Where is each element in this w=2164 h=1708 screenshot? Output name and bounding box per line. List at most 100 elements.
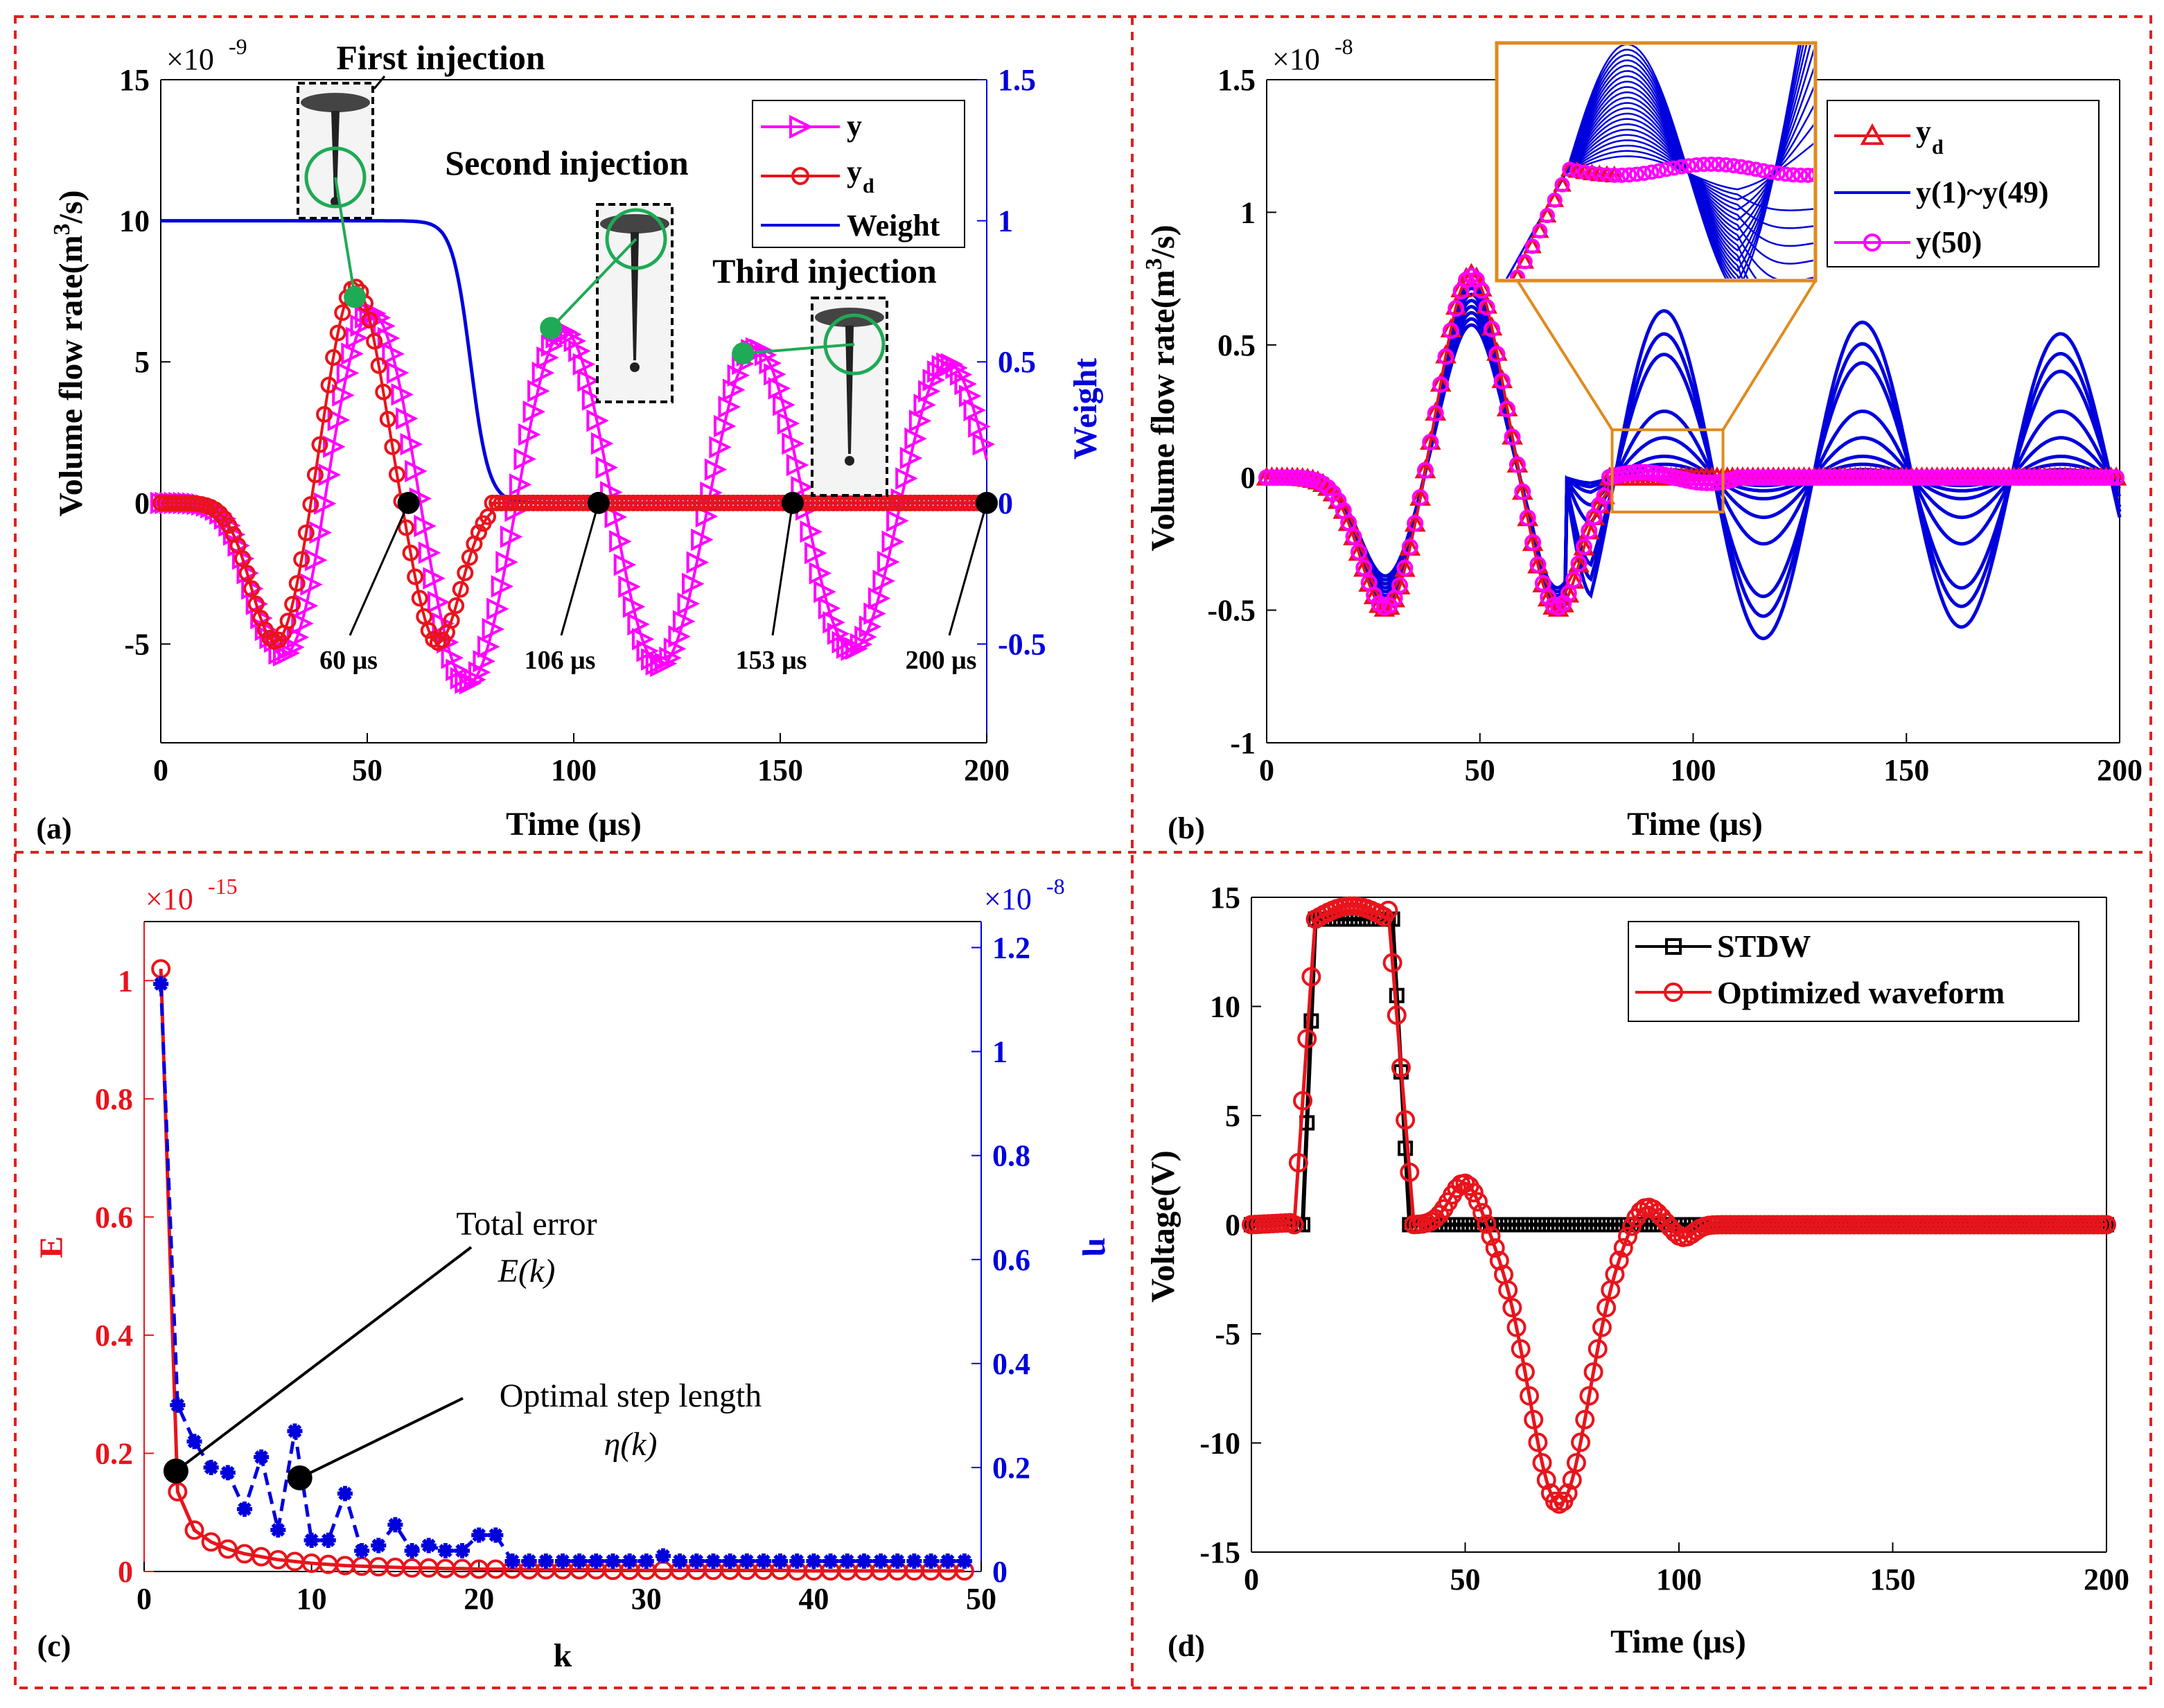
panel-a-y-marker xyxy=(850,633,873,656)
panel-b-y50-marker xyxy=(2036,469,2053,486)
panel-b-inset-yd-marker xyxy=(1511,267,1524,279)
panel-a-third-label: Third injection xyxy=(712,252,937,290)
panel-b-inset-y50-marker xyxy=(1689,157,1704,173)
panel-b-y50-marker xyxy=(1888,469,1905,486)
panel-a-ytick-label: -5 xyxy=(124,627,150,661)
panel-b-inset-y50-marker xyxy=(1725,158,1741,174)
panel-d-opt-marker xyxy=(1472,1203,1493,1223)
panel-b-y50-marker xyxy=(1504,428,1521,446)
panel-b-inset-y50-marker xyxy=(1673,159,1689,175)
panel-d-opt-marker xyxy=(1575,1409,1595,1429)
panel-b-y50-marker xyxy=(1883,469,1900,486)
panel-b-y50-marker xyxy=(1698,474,1716,491)
panel-c-eta-marker xyxy=(471,1527,487,1543)
panel-d-opt-marker xyxy=(1387,1005,1407,1025)
panel-a-y-marker xyxy=(604,505,628,529)
panel-b-y50-marker xyxy=(1540,588,1557,606)
panel-b-y50-marker xyxy=(1366,586,1383,604)
panel-b-ytick-label: -1 xyxy=(1230,726,1256,760)
panel-a-y-marker xyxy=(491,575,514,598)
panel-d-xtick-label: 100 xyxy=(1656,1562,1702,1596)
panel-b-y50-marker xyxy=(1898,469,1915,486)
panel-b-y50-marker xyxy=(1975,469,1992,486)
panel-a-yd-marker xyxy=(325,349,342,366)
panel-a-y-marker xyxy=(859,615,882,638)
panel-a-y-marker xyxy=(886,509,909,532)
panel-b-legend-iter-label: y(1)~y(49) xyxy=(1916,175,2049,209)
panel-c-ytick-label: 1.2 xyxy=(992,931,1030,965)
panel-b-inset-y50-marker xyxy=(1703,157,1719,173)
panel-b-y50-marker xyxy=(1928,469,1946,486)
panel-b-y50-marker xyxy=(1407,515,1424,532)
panel-b-inset-y50-marker xyxy=(1808,167,1813,183)
panel-c-total-error-label: Total error xyxy=(456,1206,597,1242)
panel-a-y-marker xyxy=(868,587,891,610)
panel-b-xtick-label: 50 xyxy=(1465,753,1495,787)
panel-c-eta-marker xyxy=(689,1553,705,1569)
panel-b-y50-marker xyxy=(2097,469,2115,486)
panel-b-y50-marker xyxy=(1565,571,1583,588)
panel-d-opt-marker xyxy=(1579,1386,1599,1406)
panel-b-y50-marker xyxy=(1473,282,1490,299)
panel-a-time-leader xyxy=(771,502,794,636)
panel-c-eta-marker xyxy=(304,1532,319,1548)
panel-a-y-marker xyxy=(509,473,532,496)
panel-a-y-marker xyxy=(595,456,618,479)
panel-b-y50-marker xyxy=(1422,434,1439,451)
panel-a-inset-first-jet xyxy=(331,111,340,197)
panel-b-y50-marker xyxy=(1831,469,1849,486)
panel-c-xtick-label: 10 xyxy=(297,1582,327,1616)
panel-b-y50-marker xyxy=(2010,469,2027,486)
panel-b-inset-y50-marker xyxy=(1517,254,1533,270)
panel-a-yd-marker xyxy=(398,519,415,536)
panel-d-ytick-label: -5 xyxy=(1215,1317,1240,1351)
panel-a-y-marker xyxy=(500,525,523,548)
panel-b-y50-marker xyxy=(2021,469,2038,486)
panel-d-opt-marker xyxy=(1400,1162,1420,1182)
panel-a-xtick-label: 50 xyxy=(352,753,382,787)
panel-a-yd-marker xyxy=(443,612,460,629)
panel-c-eta-marker xyxy=(354,1542,370,1558)
panel-b-y50-marker xyxy=(2005,469,2023,486)
panel-b-y50-marker xyxy=(1816,469,1833,486)
panel-d-opt-marker xyxy=(1511,1339,1531,1359)
panel-b-y50-marker xyxy=(2077,469,2094,486)
panel-c-eta-marker xyxy=(488,1527,504,1543)
panel-a-time-dot xyxy=(587,491,610,514)
panel-a-inset-first xyxy=(297,82,374,220)
panel-b-y50-marker xyxy=(2087,469,2104,486)
panel-c-eta-marker xyxy=(605,1553,621,1569)
panel-b-inset-y50-marker xyxy=(1793,167,1809,183)
panel-a-time-label: 200 μs xyxy=(906,646,977,675)
panel-a-ytick-label: 0.5 xyxy=(998,345,1036,379)
panel-a-yd-marker xyxy=(384,438,401,455)
panel-a-y-marker xyxy=(427,590,450,614)
panel-b-y50-marker xyxy=(1355,559,1373,576)
panel-a-ytick-label: 0 xyxy=(134,486,150,520)
panel-a-yd-marker xyxy=(284,596,301,613)
panel-b-y50-marker xyxy=(1268,469,1285,486)
panel-c-xtick-label: 0 xyxy=(137,1582,152,1616)
panel-d-xtick-label: 200 xyxy=(2084,1562,2129,1596)
panel-a-y-marker xyxy=(972,433,996,456)
panel-a-legend-y-marker xyxy=(789,114,813,139)
panel-a-y-marker xyxy=(486,597,509,620)
panel-d-opt-marker xyxy=(1613,1238,1633,1258)
panel-a-y-marker xyxy=(522,400,546,423)
panel-a-yd-marker xyxy=(256,621,274,638)
panel-d-label: (d) xyxy=(1168,1629,1205,1663)
panel-b-ytick-label: -0.5 xyxy=(1207,594,1256,628)
panel-a-yd-marker xyxy=(388,466,405,483)
panel-d-ylabel: Voltage(V) xyxy=(1145,1150,1181,1303)
panel-c-eta-marker xyxy=(186,1434,202,1450)
panel-a-y-marker xyxy=(668,625,691,648)
panel-a-yd-marker xyxy=(247,595,265,613)
panel-a-y-marker xyxy=(568,340,591,362)
panel-b-yd-marker xyxy=(1450,278,1472,297)
panel-d-ytick-label: 15 xyxy=(1210,881,1240,915)
panel-b-y50-marker xyxy=(1581,522,1598,540)
panel-b-y50-marker xyxy=(1478,299,1495,316)
panel-d-opt-marker xyxy=(1596,1298,1617,1318)
panel-b-y50-marker xyxy=(1924,469,1941,486)
